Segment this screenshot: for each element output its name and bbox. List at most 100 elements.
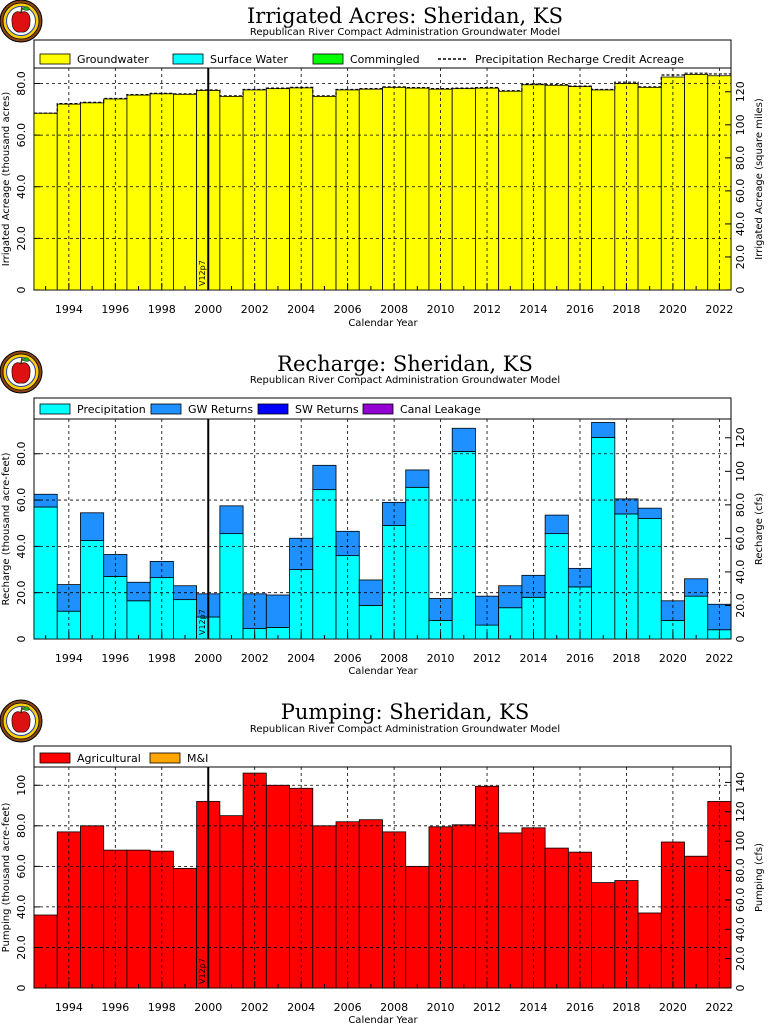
x-tick-label-2004: 2004	[287, 652, 315, 665]
y-tick-label: 80.0	[15, 441, 28, 466]
chart-subtitle: Republican River Compact Administration …	[250, 724, 560, 735]
y-tick-label: 80.0	[15, 71, 28, 96]
y2-axis-label: Recharge (cfs)	[754, 493, 765, 565]
chart-title: Recharge: Sheridan, KS	[277, 352, 533, 376]
bar-gw-returns-2003	[265, 594, 290, 628]
chart-panel-1: Irrigated Acres: Sheridan, KSRepublican …	[0, 0, 765, 329]
bar-agricultural-1993	[33, 914, 58, 989]
legend-label: GW Returns	[188, 403, 253, 416]
chart-title: Irrigated Acres: Sheridan, KS	[247, 4, 563, 28]
bar-groundwater-2003	[265, 88, 290, 291]
x-tick-label-2012: 2012	[473, 652, 501, 665]
x-tick-label-2006: 2006	[334, 1001, 362, 1014]
x-tick-label-2010: 2010	[427, 652, 455, 665]
bar-precipitation-1997	[126, 600, 151, 640]
y-tick-label: 0	[15, 636, 28, 643]
bar-groundwater-1993	[33, 112, 58, 291]
x-axis-label: Calendar Year	[348, 666, 418, 677]
y2-tick-label: 100	[734, 114, 747, 135]
y2-tick-label: 80.0	[734, 493, 747, 517]
bar-agricultural-2001	[219, 815, 244, 989]
bar-precipitation-2005	[312, 489, 337, 640]
legend-swatch	[172, 53, 204, 65]
x-tick-label-1996: 1996	[101, 303, 129, 316]
x-tick-label-1994: 1994	[55, 303, 83, 316]
x-tick-label-2008: 2008	[380, 303, 408, 316]
x-tick-label-2000: 2000	[194, 303, 222, 316]
y-tick-label: 60.0	[15, 123, 28, 148]
x-tick-label-2020: 2020	[659, 1001, 687, 1014]
bar-groundwater-1997	[126, 94, 151, 291]
legend-swatch	[312, 53, 344, 65]
y-tick-label: 100	[15, 775, 28, 796]
x-tick-label-1998: 1998	[148, 652, 176, 665]
y2-tick-label: 40.0	[734, 212, 747, 237]
bar-precipitation-1999	[172, 599, 198, 640]
bar-precipitation-2009	[405, 486, 430, 640]
x-tick-label-2002: 2002	[241, 652, 269, 665]
x-tick-label-2010: 2010	[427, 1001, 455, 1014]
bar-precipitation-2015	[544, 533, 569, 640]
x-tick-label-1998: 1998	[148, 1001, 176, 1014]
x-tick-label-2006: 2006	[334, 303, 362, 316]
x-tick-label-2008: 2008	[380, 1001, 408, 1014]
x-tick-label-2016: 2016	[566, 652, 594, 665]
bar-agricultural-2017	[591, 882, 616, 989]
legend-label: Groundwater	[77, 53, 149, 66]
y-tick-label: 40.0	[15, 174, 28, 199]
bar-agricultural-2003	[265, 784, 290, 989]
bar-precipitation-2006	[335, 555, 360, 640]
legend-label: Commingled	[350, 53, 420, 66]
bar-agricultural-2019	[637, 912, 662, 989]
legend-swatch	[39, 53, 71, 65]
bar-agricultural-2011	[451, 824, 476, 989]
chart-subtitle: Republican River Compact Administration …	[250, 27, 560, 38]
bar-precipitation-1993	[33, 506, 58, 640]
x-tick-label-2022: 2022	[705, 652, 733, 665]
x-tick-label-2000: 2000	[194, 652, 222, 665]
y2-tick-label: 40.0	[734, 560, 747, 585]
legend-label: Canal Leakage	[400, 403, 481, 416]
x-axis-label: Calendar Year	[348, 318, 418, 329]
y2-tick-label: 20.0	[734, 593, 747, 618]
bar-groundwater-2019	[637, 86, 662, 291]
bar-groundwater-2017	[591, 89, 616, 291]
x-tick-label-1998: 1998	[148, 303, 176, 316]
x-tick-label-2022: 2022	[705, 303, 733, 316]
x-tick-label-2018: 2018	[612, 303, 640, 316]
bar-gw-returns-2005	[312, 464, 337, 491]
bar-groundwater-2013	[498, 90, 523, 291]
bar-agricultural-2009	[405, 865, 430, 989]
legend-label: SW Returns	[295, 403, 359, 416]
bar-precipitation-2001	[219, 533, 244, 640]
y-tick-label: 40.0	[15, 895, 28, 920]
bar-groundwater-2007	[358, 88, 383, 291]
y2-tick-label: 120	[734, 427, 747, 448]
x-axis-label: Calendar Year	[348, 1015, 418, 1024]
x-tick-label-2002: 2002	[241, 1001, 269, 1014]
y2-tick-label: 120	[734, 801, 747, 822]
legend-swatch	[362, 403, 394, 415]
x-tick-label-2018: 2018	[612, 652, 640, 665]
legend-swatch	[39, 752, 71, 764]
x-tick-label-2004: 2004	[287, 1001, 315, 1014]
y2-tick-label: 40.0	[734, 917, 747, 942]
x-tick-label-2018: 2018	[612, 1001, 640, 1014]
bar-gw-returns-2001	[219, 505, 244, 535]
y2-tick-label: 0	[734, 985, 747, 992]
y-tick-label: 0	[15, 287, 28, 294]
bar-precipitation-2011	[451, 451, 476, 640]
y2-tick-label: 0	[734, 636, 747, 643]
y2-tick-label: 120	[734, 81, 747, 102]
model-version-marker-label: V12p7	[198, 958, 207, 984]
y2-tick-label: 100	[734, 831, 747, 852]
y2-tick-label: 80.0	[734, 146, 747, 171]
kansas-seal-logo	[0, 0, 43, 43]
x-tick-label-2006: 2006	[334, 652, 362, 665]
legend-label: Precipitation	[77, 403, 146, 416]
y2-tick-label: 20.0	[734, 946, 747, 971]
y-tick-label: 20.0	[15, 935, 28, 960]
bar-gw-returns-1997	[126, 581, 151, 602]
